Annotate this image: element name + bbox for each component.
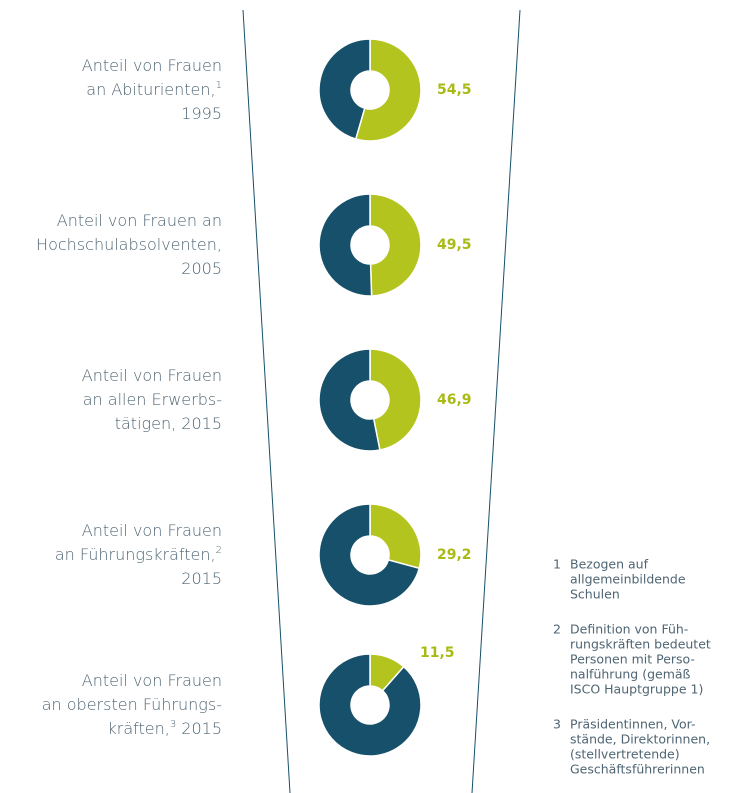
value-label: 49,5 — [437, 237, 472, 253]
footnote-text: Personen mit Perso- — [570, 652, 695, 667]
category-label: an Führungskräften,2 — [55, 545, 222, 564]
label-text: an Abiturienten, — [86, 80, 215, 99]
footnote-text: ISCO Hauptgruppe 1) — [570, 682, 703, 697]
footnote-number: 2 — [553, 622, 561, 637]
label-text: kräften, — [107, 719, 169, 738]
label-text: 2015 — [181, 569, 222, 588]
donut-segment — [354, 38, 422, 142]
funnel-right — [471, 9, 521, 793]
donut-segment — [369, 348, 422, 451]
footnote-text: Bezogen auf — [570, 557, 649, 572]
category-label: Anteil von Frauen — [82, 671, 222, 690]
category-label: tätigen, 2015 — [115, 414, 222, 433]
label-text: Anteil von Frauen — [82, 366, 222, 385]
label-text: an Führungskräften, — [55, 545, 216, 564]
footnote-text: (stellvertretende) — [570, 747, 680, 762]
label-text: Anteil von Frauen — [82, 521, 222, 540]
donut-segment — [369, 193, 422, 297]
footnote-ref: 1 — [216, 80, 222, 91]
category-label: 1995 — [181, 104, 222, 123]
footnote-text: Präsidentinnen, Vor- — [570, 717, 696, 732]
label-text: Hochschulabsolventen, — [36, 235, 222, 254]
footnote-number: 1 — [553, 557, 561, 572]
footnote-text: Definition von Füh- — [570, 622, 688, 637]
footnote-number: 3 — [553, 717, 561, 732]
donut-segment — [318, 653, 422, 757]
label-text: 2005 — [181, 259, 222, 278]
value-label: 29,2 — [437, 547, 472, 563]
donut-segment — [369, 503, 422, 570]
category-label: kräften,3 2015 — [107, 719, 222, 738]
category-label: an Abiturienten,1 — [86, 80, 222, 99]
category-label: Anteil von Frauen — [82, 366, 222, 385]
label-text: 2015 — [176, 719, 222, 738]
footnote-text: Geschäftsführerinnen — [570, 762, 705, 777]
footnote-text: stände, Direktorinnen, — [570, 732, 710, 747]
label-text: an obersten Führungs- — [42, 695, 222, 714]
category-label: Anteil von Frauen — [82, 521, 222, 540]
footnote-ref: 2 — [216, 545, 222, 556]
footnote-text: nalführung (gemäß — [570, 667, 691, 682]
donut-segment — [318, 38, 371, 140]
footnote-text: Schulen — [570, 587, 620, 602]
funnel-left — [242, 9, 291, 793]
label-text: tätigen, 2015 — [115, 414, 222, 433]
donut-segment — [318, 503, 421, 607]
footnote-ref: 3 — [170, 719, 176, 730]
category-label: Hochschulabsolventen, — [36, 235, 222, 254]
category-label: an allen Erwerbs- — [83, 390, 222, 409]
label-text: Anteil von Frauen — [82, 56, 222, 75]
donut-segment — [318, 348, 381, 452]
category-label: Anteil von Frauen an — [57, 211, 222, 230]
label-text: Anteil von Frauen — [82, 671, 222, 690]
label-text: 1995 — [181, 104, 222, 123]
category-label: Anteil von Frauen — [82, 56, 222, 75]
label-text: an allen Erwerbs- — [83, 390, 222, 409]
category-label: an obersten Führungs- — [42, 695, 222, 714]
footnote-text: allgemeinbildende — [570, 572, 686, 587]
label-text: Anteil von Frauen an — [57, 211, 222, 230]
value-label: 54,5 — [437, 82, 472, 98]
value-label: 46,9 — [437, 392, 472, 408]
value-label: 11,5 — [420, 645, 455, 661]
category-label: 2015 — [181, 569, 222, 588]
footnote-text: rungskräften bedeutet — [570, 637, 711, 652]
category-label: 2005 — [181, 259, 222, 278]
donut-segment — [318, 193, 373, 297]
